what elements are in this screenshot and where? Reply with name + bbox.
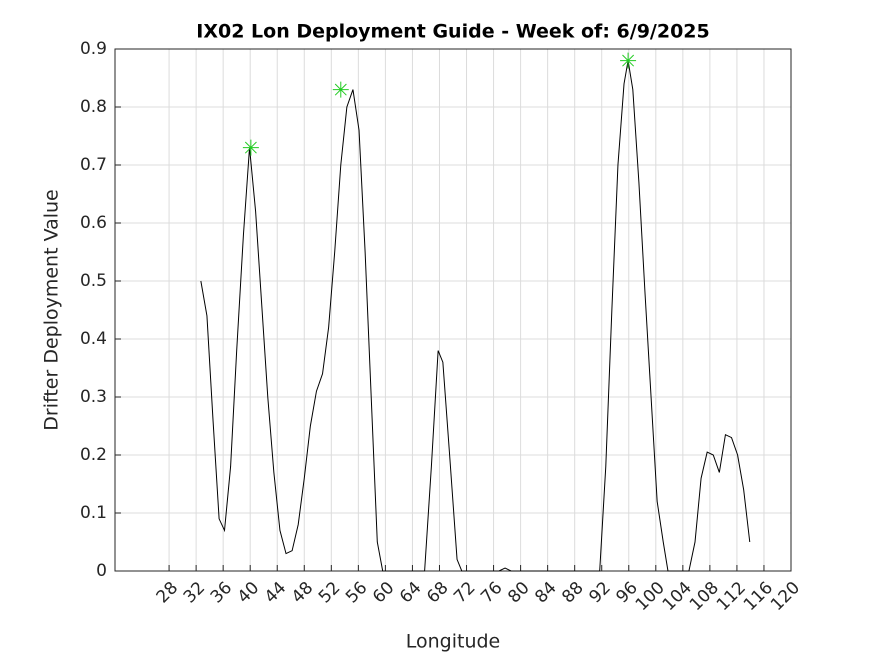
chart-title: IX02 Lon Deployment Guide - Week of: 6/9…	[196, 21, 709, 43]
plot-frame	[114, 48, 792, 572]
peak-star	[242, 139, 259, 156]
y-tick-label: 0.7	[80, 155, 107, 175]
peak-marker	[242, 139, 259, 156]
peak-marker	[332, 81, 349, 98]
y-tick-label: 0.1	[80, 503, 107, 523]
y-tick-label: 0	[96, 561, 107, 581]
y-tick-label: 0.9	[80, 39, 107, 59]
y-tick-label: 0.8	[80, 97, 107, 117]
peak-star	[332, 81, 349, 98]
y-tick-label: 0.5	[80, 271, 107, 291]
y-tick-label: 0.4	[80, 329, 107, 349]
peak-star	[620, 52, 637, 69]
y-tick-label: 0.6	[80, 213, 107, 233]
y-axis-label: Drifter Deployment Value	[41, 189, 63, 431]
y-tick-label: 0.3	[80, 387, 107, 407]
peak-marker	[620, 52, 637, 69]
y-tick-label: 0.2	[80, 445, 107, 465]
x-axis-label: Longitude	[406, 631, 501, 653]
data-line	[200, 60, 751, 572]
